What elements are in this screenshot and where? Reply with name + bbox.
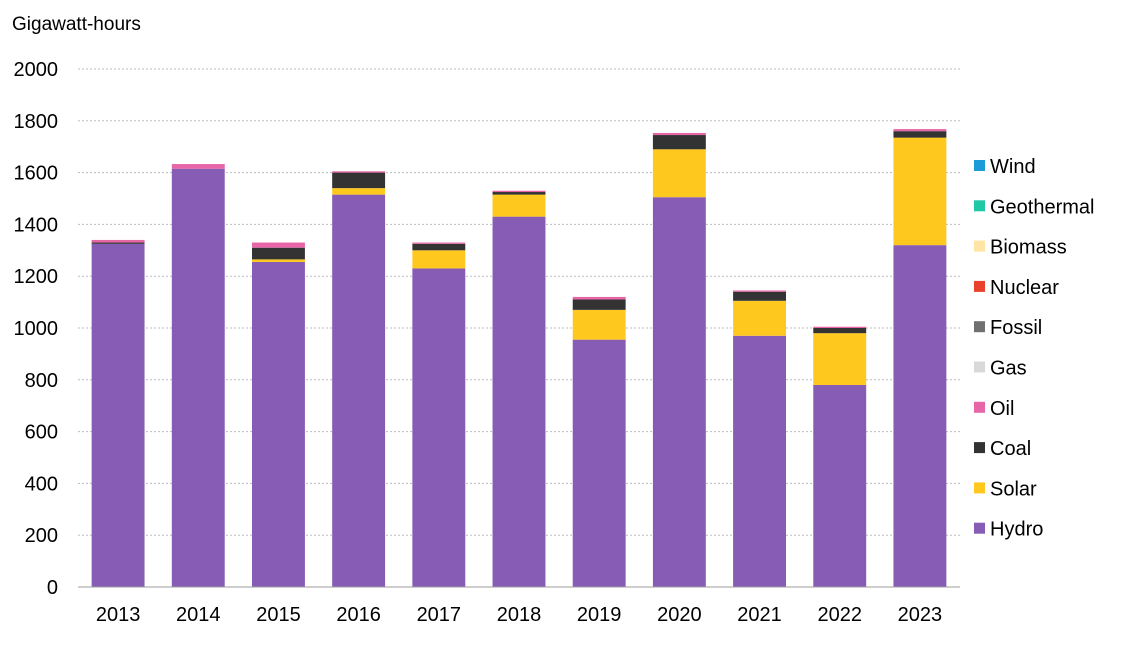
x-tick-label: 2021 [737,604,782,626]
legend-item-hydro: Hydro [974,519,1043,541]
x-tick-label: 2018 [497,604,542,626]
bar-oil-2016 [332,171,386,173]
y-tick-label: 1200 [14,266,59,288]
bar-hydro-2020 [652,197,706,587]
y-tick-label: 200 [25,525,58,547]
legend-label: Oil [990,398,1014,420]
legend-swatch [974,280,985,292]
bar-oil-2019 [572,296,626,300]
y-tick-label: 600 [25,422,58,444]
bar-coal-2020 [652,135,706,150]
x-tick-label: 2022 [817,604,862,626]
legend-label: Solar [990,478,1037,500]
legend-swatch [974,442,985,454]
bars [91,129,947,588]
bar-coal-2021 [733,291,787,301]
bar-hydro-2016 [332,194,386,588]
bar-oil-2020 [652,132,706,136]
legend-label: Hydro [990,519,1043,541]
bar-solar-2022 [813,333,867,385]
bar-hydro-2021 [733,335,787,587]
bar-coal-2022 [813,328,867,334]
y-tick-label: 1600 [14,163,59,185]
legend-swatch [974,482,985,494]
bar-solar-2020 [652,149,706,198]
bar-solar-2016 [332,188,386,195]
bar-solar-2015 [251,259,305,262]
legend-swatch [974,160,985,171]
legend-swatch [974,401,985,413]
bar-hydro-2022 [813,384,867,587]
y-tick-label: 1400 [14,214,59,236]
bar-hydro-2019 [572,339,626,587]
legend-label: Geothermal [990,196,1095,218]
x-tick-label: 2017 [417,604,462,626]
legend-label: Fossil [990,317,1042,339]
legend-label: Gas [990,358,1027,380]
bar-oil-2021 [733,290,787,292]
legend-label: Nuclear [990,277,1059,299]
bar-coal-2015 [251,247,305,260]
legend-swatch [974,240,985,252]
y-tick-label: 2000 [14,59,59,81]
x-tick-label: 2014 [176,604,221,626]
bar-solar-2023 [893,137,947,246]
legend-swatch [974,321,985,333]
legend-item-nuclear: Nuclear [974,277,1059,299]
bar-hydro-2014 [171,168,225,587]
bar-coal-2023 [893,131,947,138]
bar-hydro-2015 [251,261,305,587]
bar-oil-2013 [91,239,145,243]
bar-coal-2013 [91,242,145,244]
legend-swatch [974,361,985,373]
y-tick-label: 0 [47,577,58,599]
y-tick-label: 1800 [14,111,59,133]
bar-coal-2017 [412,243,466,251]
bar-oil-2023 [893,129,947,132]
x-tick-label: 2016 [336,604,381,626]
legend-swatch [974,200,985,212]
bar-solar-2017 [412,250,466,269]
bar-coal-2018 [492,192,546,195]
bar-solar-2021 [733,300,787,336]
y-tick-label: 1000 [14,318,59,340]
y-axis-ticks: 0 200 400 600 800 1000 1200 1400 1600 1800 2000 [14,59,59,599]
bar-hydro-2013 [91,243,145,587]
bar-oil-2022 [813,326,867,328]
legend-item-oil: Oil [974,398,1014,420]
x-axis-ticks: 2013 2014 2015 2016 2017 2018 2019 2020 2021 2022… [96,604,942,626]
legend-item-gas: Gas [974,358,1027,380]
bar-solar-2018 [492,194,546,217]
bar-hydro-2023 [893,245,947,587]
legend-item-solar: Solar [974,478,1037,500]
bar-solar-2019 [572,309,626,340]
bar-oil-2018 [492,190,546,193]
x-tick-label: 2023 [898,604,943,626]
x-tick-label: 2020 [657,604,702,626]
y-tick-label: 800 [25,370,58,392]
bar-hydro-2018 [492,216,546,587]
bar-oil-2014 [171,164,225,169]
bar-coal-2019 [572,299,626,310]
y-axis-title: Gigawatt-hours [12,14,141,35]
legend: Wind Geothermal Biomass Nuclear Fossil Gas Oil… [974,156,1095,541]
legend-item-geothermal: Geothermal [974,196,1095,218]
legend-item-wind: Wind [974,156,1036,178]
x-tick-label: 2019 [577,604,622,626]
legend-item-fossil: Fossil [974,317,1042,339]
y-tick-label: 400 [25,473,58,495]
legend-item-coal: Coal [974,438,1031,460]
x-tick-label: 2015 [256,604,301,626]
x-tick-label: 2013 [96,604,141,626]
bar-oil-2015 [251,242,305,248]
legend-label: Biomass [990,237,1067,259]
legend-swatch [974,522,985,534]
bar-hydro-2017 [412,268,466,587]
legend-label: Wind [990,156,1036,178]
bar-coal-2016 [332,172,386,189]
legend-label: Coal [990,438,1031,460]
bar-oil-2017 [412,242,466,244]
legend-item-biomass: Biomass [974,237,1067,259]
